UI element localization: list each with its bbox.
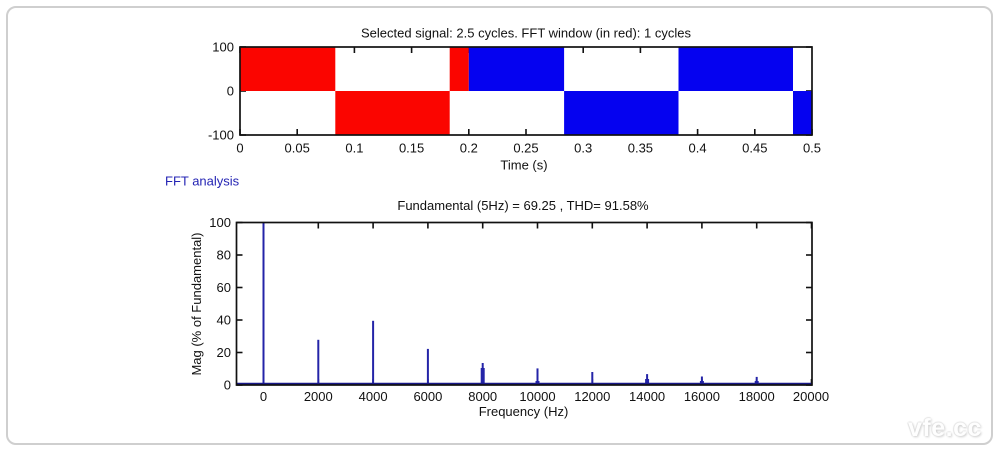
svg-text:0: 0 <box>260 389 267 404</box>
svg-text:Time (s): Time (s) <box>500 158 547 173</box>
svg-text:Frequency (Hz): Frequency (Hz) <box>479 404 569 419</box>
svg-text:0.15: 0.15 <box>399 141 424 156</box>
svg-text:0.05: 0.05 <box>285 141 310 156</box>
svg-text:18000: 18000 <box>739 389 775 404</box>
svg-text:60: 60 <box>217 280 231 295</box>
svg-text:Fundamental (5Hz) = 69.25 , TH: Fundamental (5Hz) = 69.25 , THD= 91.58% <box>397 198 649 213</box>
svg-text:12000: 12000 <box>574 389 610 404</box>
svg-text:14000: 14000 <box>629 389 665 404</box>
svg-text:100: 100 <box>212 40 234 55</box>
svg-text:0.25: 0.25 <box>513 141 538 156</box>
svg-text:-100: -100 <box>208 128 234 143</box>
svg-text:0.5: 0.5 <box>803 141 821 156</box>
svg-text:80: 80 <box>217 248 231 263</box>
svg-text:0.1: 0.1 <box>345 141 363 156</box>
svg-text:4000: 4000 <box>359 389 388 404</box>
svg-text:FFT analysis: FFT analysis <box>165 173 240 188</box>
svg-text:0.2: 0.2 <box>460 141 478 156</box>
svg-text:0: 0 <box>236 141 243 156</box>
svg-text:10000: 10000 <box>519 389 555 404</box>
svg-text:16000: 16000 <box>684 389 720 404</box>
svg-text:20: 20 <box>217 345 231 360</box>
svg-text:40: 40 <box>217 313 231 328</box>
svg-text:0.3: 0.3 <box>574 141 592 156</box>
svg-text:100: 100 <box>209 215 231 230</box>
svg-text:0.35: 0.35 <box>628 141 653 156</box>
svg-text:6000: 6000 <box>413 389 442 404</box>
svg-text:0: 0 <box>227 84 234 99</box>
svg-text:Mag (% of Fundamental): Mag (% of Fundamental) <box>189 232 204 375</box>
svg-text:Selected signal: 2.5 cycles. F: Selected signal: 2.5 cycles. FFT window … <box>361 26 691 41</box>
svg-text:8000: 8000 <box>468 389 497 404</box>
svg-text:0.45: 0.45 <box>742 141 767 156</box>
svg-text:2000: 2000 <box>304 389 333 404</box>
svg-text:20000: 20000 <box>793 389 829 404</box>
svg-text:0.4: 0.4 <box>689 141 707 156</box>
svg-text:0: 0 <box>224 378 231 393</box>
